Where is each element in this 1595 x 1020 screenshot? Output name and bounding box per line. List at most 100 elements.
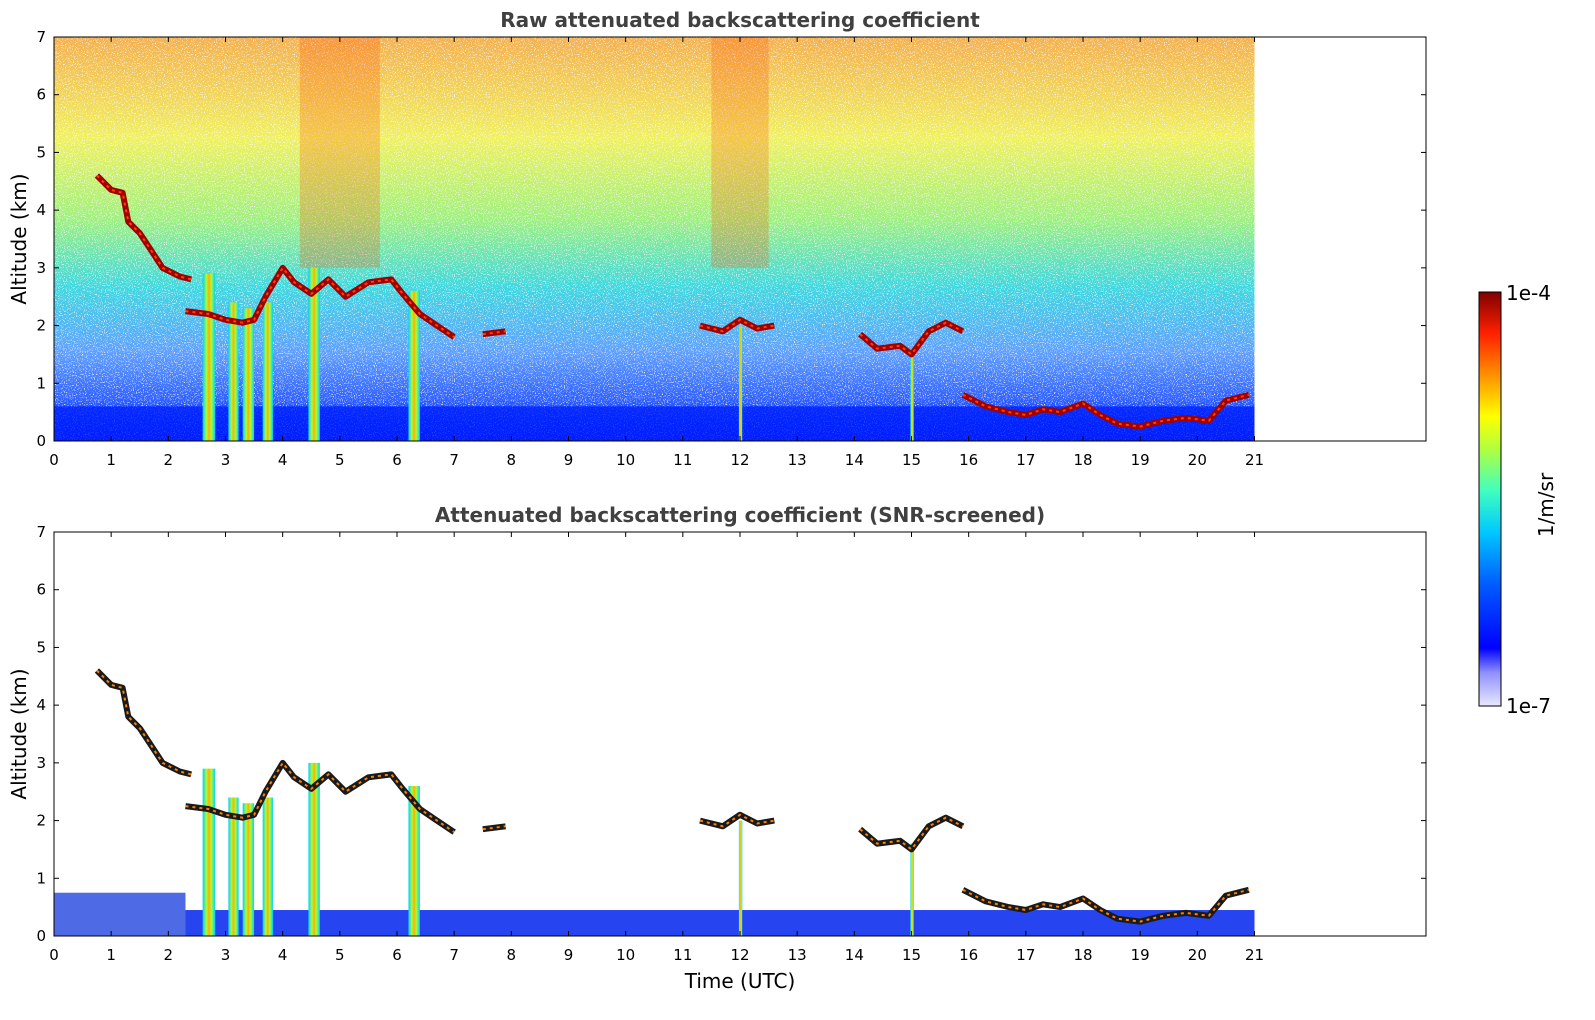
panel1-heatmap [54, 37, 1255, 441]
x-tick-label: 19 [1131, 946, 1150, 964]
precip-streak-1 [228, 797, 239, 936]
y-tick-label: 4 [36, 201, 46, 219]
x-tick-label: 21 [1245, 946, 1264, 964]
precip-streak-5 [408, 290, 420, 441]
x-tick-label: 13 [788, 946, 807, 964]
precip-streak-1 [228, 302, 239, 441]
x-tick-label: 10 [616, 451, 635, 469]
x-tick-label: 6 [392, 451, 402, 469]
x-tick-label: 4 [278, 946, 288, 964]
panel2-xlabel: Time (UTC) [684, 969, 796, 993]
x-tick-label: 17 [1016, 451, 1035, 469]
x-tick-label: 19 [1131, 451, 1150, 469]
y-tick-label: 2 [36, 812, 46, 830]
panel1-y-ticks: 0 1 2 3 4 5 6 7 [36, 28, 1426, 450]
panel2-x-ticks: 0 1 2 3 4 5 6 7 8 9 10 11 12 13 14 15 16 17 18 19 20 21 [49, 532, 1264, 964]
y-tick-label: 4 [36, 696, 46, 714]
x-tick-label: 14 [845, 946, 864, 964]
raw-backscatter-panel: Raw attenuated backscattering coefficien… [7, 8, 1427, 469]
cloud-layer-core-3 [699, 318, 775, 333]
cloud-layer-3 [699, 811, 775, 830]
cloud-layer-4 [858, 814, 965, 853]
x-tick-label: 9 [564, 946, 574, 964]
precip-streak-3 [262, 797, 273, 936]
x-tick-label: 12 [730, 946, 749, 964]
cloud-layer-core-1 [185, 761, 455, 833]
x-tick-label: 21 [1245, 451, 1264, 469]
colorbar: 1e-4 1e-7 1/m/sr [1478, 281, 1558, 718]
x-tick-label: 1 [106, 946, 116, 964]
x-tick-label: 18 [1073, 946, 1092, 964]
screened-boundary-layer [185, 910, 1255, 936]
cloud-layer-core-5 [962, 393, 1250, 428]
y-tick-label: 6 [36, 86, 46, 104]
panel1-ylabel: Altitude (km) [7, 173, 31, 304]
y-tick-label: 1 [36, 374, 46, 392]
y-tick-label: 5 [36, 143, 46, 161]
x-tick-label: 11 [673, 946, 692, 964]
precip-streak-7 [910, 843, 914, 936]
y-tick-label: 0 [36, 432, 46, 450]
x-tick-label: 2 [164, 451, 174, 469]
cloud-layer-core-4 [859, 321, 964, 356]
x-tick-label: 2 [164, 946, 174, 964]
cloud-layer-core-0 [96, 174, 192, 281]
panel1-title: Raw attenuated backscattering coefficien… [500, 8, 980, 32]
x-tick-label: 8 [507, 451, 517, 469]
y-tick-label: 5 [36, 638, 46, 656]
colorbar-label: 1/m/sr [1534, 472, 1558, 537]
x-tick-label: 0 [49, 451, 59, 469]
raw-warm-column [711, 37, 769, 268]
raw-warm-column [299, 37, 380, 268]
panel2-ylabel: Altitude (km) [7, 668, 31, 799]
cloud-layer-2 [482, 823, 506, 833]
y-tick-label: 3 [36, 754, 46, 772]
cloud-layer-core-1 [185, 266, 455, 338]
cloud-layer-core-4 [859, 816, 964, 851]
screened-boundary-layer-early [54, 892, 186, 936]
colorbar-gradient [1478, 291, 1502, 707]
x-tick-label: 15 [902, 451, 921, 469]
y-tick-label: 1 [36, 869, 46, 887]
x-tick-label: 11 [673, 451, 692, 469]
x-tick-label: 13 [788, 451, 807, 469]
x-tick-label: 0 [49, 946, 59, 964]
precip-streak-6 [738, 820, 743, 936]
x-tick-label: 5 [335, 946, 345, 964]
x-tick-label: 20 [1188, 946, 1207, 964]
y-tick-label: 2 [36, 317, 46, 335]
precip-streak-0 [202, 273, 216, 441]
precip-streak-4 [308, 267, 320, 441]
colorbar-max-label: 1e-4 [1506, 281, 1551, 305]
x-tick-label: 4 [278, 451, 288, 469]
x-tick-label: 7 [449, 946, 459, 964]
cloud-layer-0 [94, 668, 192, 778]
x-tick-label: 9 [564, 451, 574, 469]
colorbar-min-label: 1e-7 [1506, 694, 1551, 718]
cloud-layer-2 [482, 328, 506, 338]
y-tick-label: 7 [36, 28, 46, 46]
cloud-layer-core-0 [96, 669, 192, 776]
panel2-title: Attenuated backscattering coefficient (S… [435, 503, 1045, 527]
x-tick-label: 20 [1188, 451, 1207, 469]
y-tick-label: 0 [36, 927, 46, 945]
x-tick-label: 3 [221, 946, 231, 964]
x-tick-label: 16 [959, 451, 978, 469]
x-tick-label: 7 [449, 451, 459, 469]
x-tick-label: 17 [1016, 946, 1035, 964]
panel1-plot-area [54, 37, 1255, 441]
x-tick-label: 12 [730, 451, 749, 469]
x-tick-label: 1 [106, 451, 116, 469]
panel1-x-ticks: 0 1 2 3 4 5 6 7 8 9 10 11 12 13 14 15 16 17 18 19 20 21 [49, 37, 1264, 469]
precip-streak-7 [910, 348, 914, 441]
x-tick-label: 6 [392, 946, 402, 964]
precip-streak-5 [408, 785, 420, 936]
precip-streak-0 [202, 768, 216, 936]
x-tick-label: 16 [959, 946, 978, 964]
cloud-layer-core-3 [699, 813, 775, 828]
x-tick-label: 5 [335, 451, 345, 469]
precip-streak-2 [242, 803, 255, 936]
x-tick-label: 18 [1073, 451, 1092, 469]
y-tick-label: 6 [36, 581, 46, 599]
x-tick-label: 3 [221, 451, 231, 469]
